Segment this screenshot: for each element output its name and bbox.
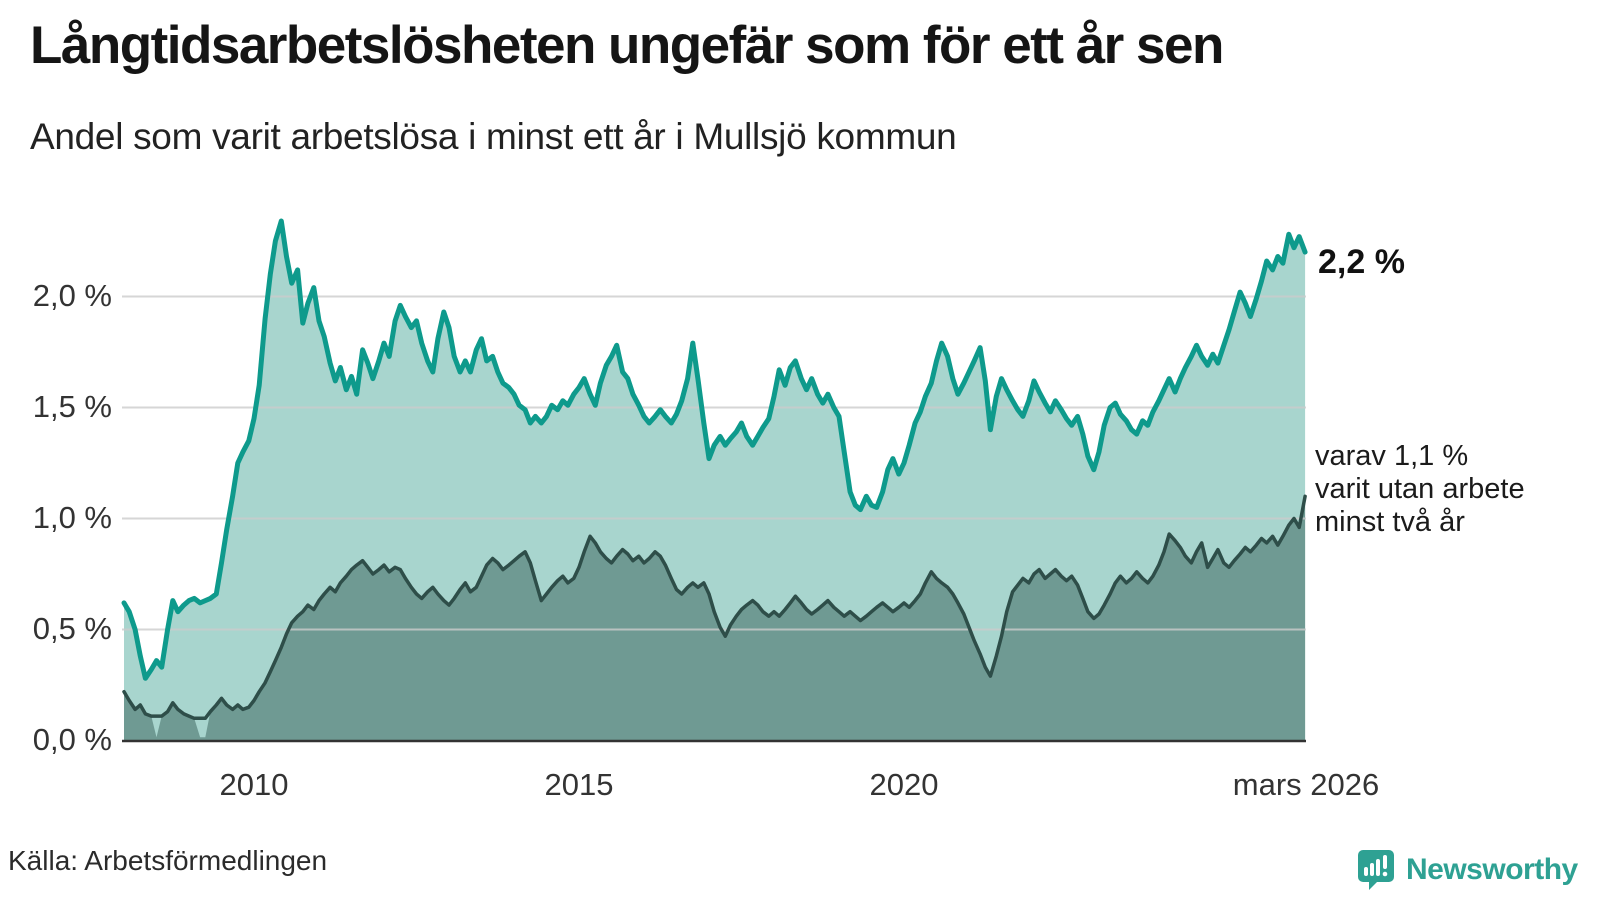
y-tick-0-5: 0,5 % bbox=[32, 611, 112, 646]
two-year-annotation-line1: varav 1,1 % bbox=[1315, 440, 1469, 472]
y-tick-1-0: 1,0 % bbox=[32, 500, 112, 535]
two-year-annotation-line2: varit utan arbete bbox=[1315, 473, 1525, 505]
x-tick-2010: 2010 bbox=[219, 767, 289, 802]
x-tick-2020: 2020 bbox=[869, 767, 939, 802]
latest-value-label: 2,2 % bbox=[1318, 243, 1405, 281]
two-year-annotation: varav 1,1 % varit utan arbete minst två … bbox=[1315, 440, 1525, 539]
y-tick-1-5: 1,5 % bbox=[32, 389, 112, 424]
source-attribution: Källa: Arbetsförmedlingen bbox=[8, 845, 328, 876]
page-subtitle: Andel som varit arbetslösa i minst ett å… bbox=[30, 116, 957, 157]
newsworthy-logo-icon bbox=[1358, 850, 1394, 890]
two-year-annotation-line3: minst två år bbox=[1315, 506, 1465, 538]
newsworthy-logo: Newsworthy bbox=[1356, 848, 1578, 892]
x-tick-2015: 2015 bbox=[544, 767, 614, 802]
x-tick-mars-2026: mars 2026 bbox=[1232, 767, 1380, 802]
newsworthy-logo-text: Newsworthy bbox=[1406, 853, 1578, 886]
page-title: Långtidsarbetslösheten ungefär som för e… bbox=[30, 16, 1224, 75]
y-tick-2-0: 2,0 % bbox=[32, 278, 112, 313]
y-tick-0-0: 0,0 % bbox=[32, 722, 112, 757]
